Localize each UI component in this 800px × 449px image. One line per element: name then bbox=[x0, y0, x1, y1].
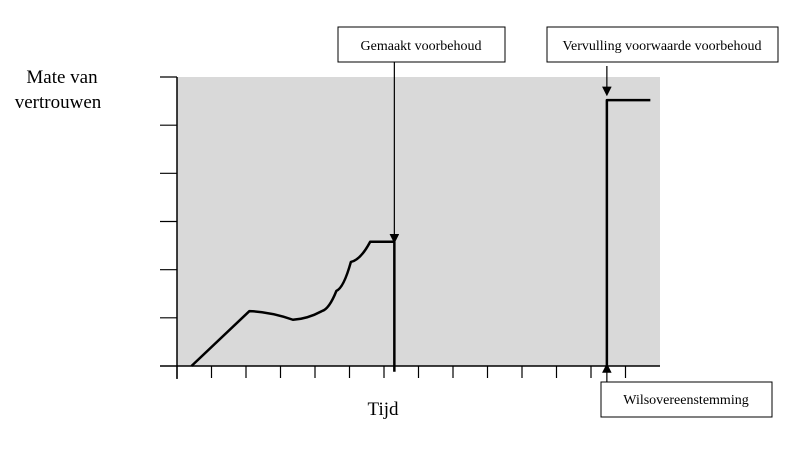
annotation-label-wilsovereenstemming: Wilsovereenstemming bbox=[623, 393, 748, 408]
series-line-1 bbox=[190, 240, 396, 372]
series-line-2 bbox=[605, 98, 651, 372]
annotation-box-wilsovereenstemming bbox=[600, 381, 773, 418]
y-axis-label-line-2: vertrouwen bbox=[15, 92, 102, 113]
plot-background bbox=[177, 77, 660, 366]
x-axis-ticks bbox=[176, 366, 627, 378]
annotation-vervulling-voorwaarde: Vervulling voorwaarde voorbehoud bbox=[546, 26, 779, 97]
annotation-box-vervulling bbox=[546, 26, 779, 63]
annotation-gemaakt-voorbehoud: Gemaakt voorbehoud bbox=[337, 26, 506, 244]
y-axis-ticks bbox=[160, 76, 177, 319]
annotation-label-vervulling: Vervulling voorwaarde voorbehoud bbox=[562, 39, 761, 54]
annotation-box-gemaakt bbox=[337, 26, 506, 63]
series-layer bbox=[190, 98, 651, 372]
annotation-label-gemaakt: Gemaakt voorbehoud bbox=[361, 39, 482, 54]
x-axis-label: Tijd bbox=[368, 399, 399, 420]
y-axis-label-line-1: Mate van bbox=[26, 67, 98, 88]
annotation-wilsovereenstemming: Wilsovereenstemming bbox=[600, 363, 773, 418]
